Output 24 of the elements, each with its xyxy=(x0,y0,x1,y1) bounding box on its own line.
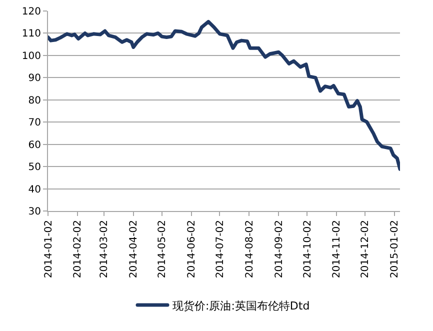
y-tick-label: 80 xyxy=(28,95,41,106)
x-tick-label: 2014-12-02 xyxy=(360,220,372,278)
x-tick-label: 2015-01-02 xyxy=(390,220,401,278)
x-tick-label: 2014-02-02 xyxy=(72,220,84,278)
x-tick-label: 2014-03-02 xyxy=(99,220,110,278)
y-tick-label: 40 xyxy=(28,184,41,196)
x-tick-label: 2014-07-02 xyxy=(214,220,226,278)
x-tick-label: 2014-11-02 xyxy=(332,220,343,278)
x-tick-label: 2014-09-02 xyxy=(274,220,285,278)
x-tick-label: 2014-05-02 xyxy=(157,220,168,278)
y-tick-label: 120 xyxy=(22,6,41,18)
x-tick-label: 2014-10-02 xyxy=(302,220,314,278)
x-tick-label: 2014-04-02 xyxy=(128,220,140,278)
y-tick-label: 70 xyxy=(28,118,41,129)
y-tick-label: 50 xyxy=(28,162,41,174)
x-tick-label: 2014-01-02 xyxy=(43,220,54,278)
y-tick-label: 100 xyxy=(22,50,41,62)
legend-label: 现货价:原油:英国布伦特Dtd xyxy=(172,299,310,312)
y-tick-label: 30 xyxy=(28,206,41,218)
y-tick-label: 90 xyxy=(28,73,41,84)
x-tick-label: 2014-08-02 xyxy=(244,220,256,278)
x-tick-label: 2014-06-02 xyxy=(186,220,198,278)
y-tick-label: 60 xyxy=(28,140,41,151)
y-tick-label: 110 xyxy=(22,28,41,40)
